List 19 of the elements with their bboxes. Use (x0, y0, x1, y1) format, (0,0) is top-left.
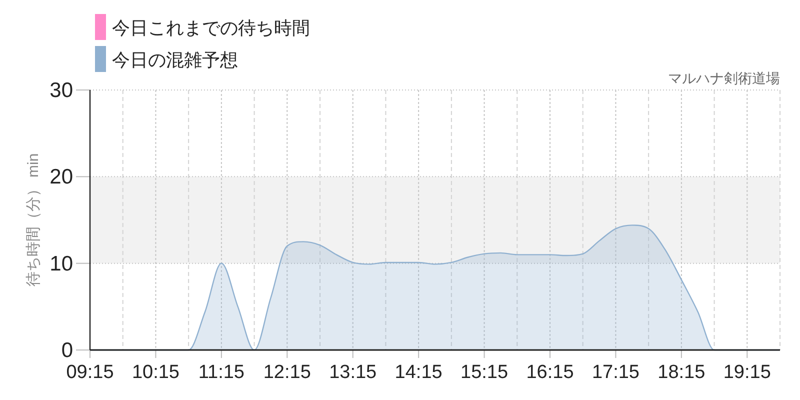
x-tick-label: 11:15 (198, 362, 244, 383)
x-tick-label: 18:15 (658, 362, 706, 383)
x-tick-label: 09:15 (66, 362, 114, 383)
x-tick-label: 13:15 (329, 362, 377, 383)
chart-title: マルハナ剣術道場 (668, 70, 780, 86)
y-tick-label: 20 (50, 166, 73, 189)
legend-label: 今日の混雑予想 (112, 50, 238, 70)
y-tick-label: 30 (50, 79, 73, 102)
y-tick-label: 0 (61, 339, 73, 362)
x-tick-label: 17:15 (592, 362, 640, 383)
x-tick-label: 12:15 (263, 362, 311, 383)
x-tick-label: 16:15 (526, 362, 574, 383)
x-tick-label: 14:15 (394, 362, 442, 383)
x-tick-label: 10:15 (132, 362, 180, 383)
y-tick-label: 10 (50, 252, 73, 276)
legend-label: 今日これまでの待ち時間 (112, 18, 310, 38)
y-axis-title: 待ち時間（分） min (25, 153, 42, 287)
x-tick-label: 15:15 (460, 362, 508, 383)
x-tick-label: 19:15 (723, 362, 771, 383)
